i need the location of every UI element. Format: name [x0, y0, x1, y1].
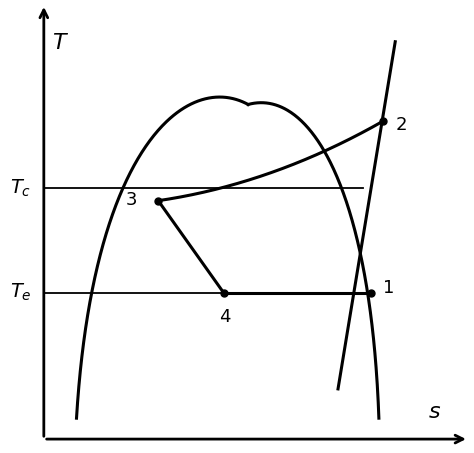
Text: 1: 1: [383, 279, 394, 297]
Text: 2: 2: [395, 116, 407, 134]
Text: $T_e$: $T_e$: [10, 282, 32, 304]
Text: 3: 3: [126, 191, 137, 209]
Text: $T_c$: $T_c$: [10, 178, 32, 199]
Text: s: s: [428, 402, 440, 422]
Text: 4: 4: [219, 308, 231, 326]
Text: T: T: [52, 34, 65, 53]
